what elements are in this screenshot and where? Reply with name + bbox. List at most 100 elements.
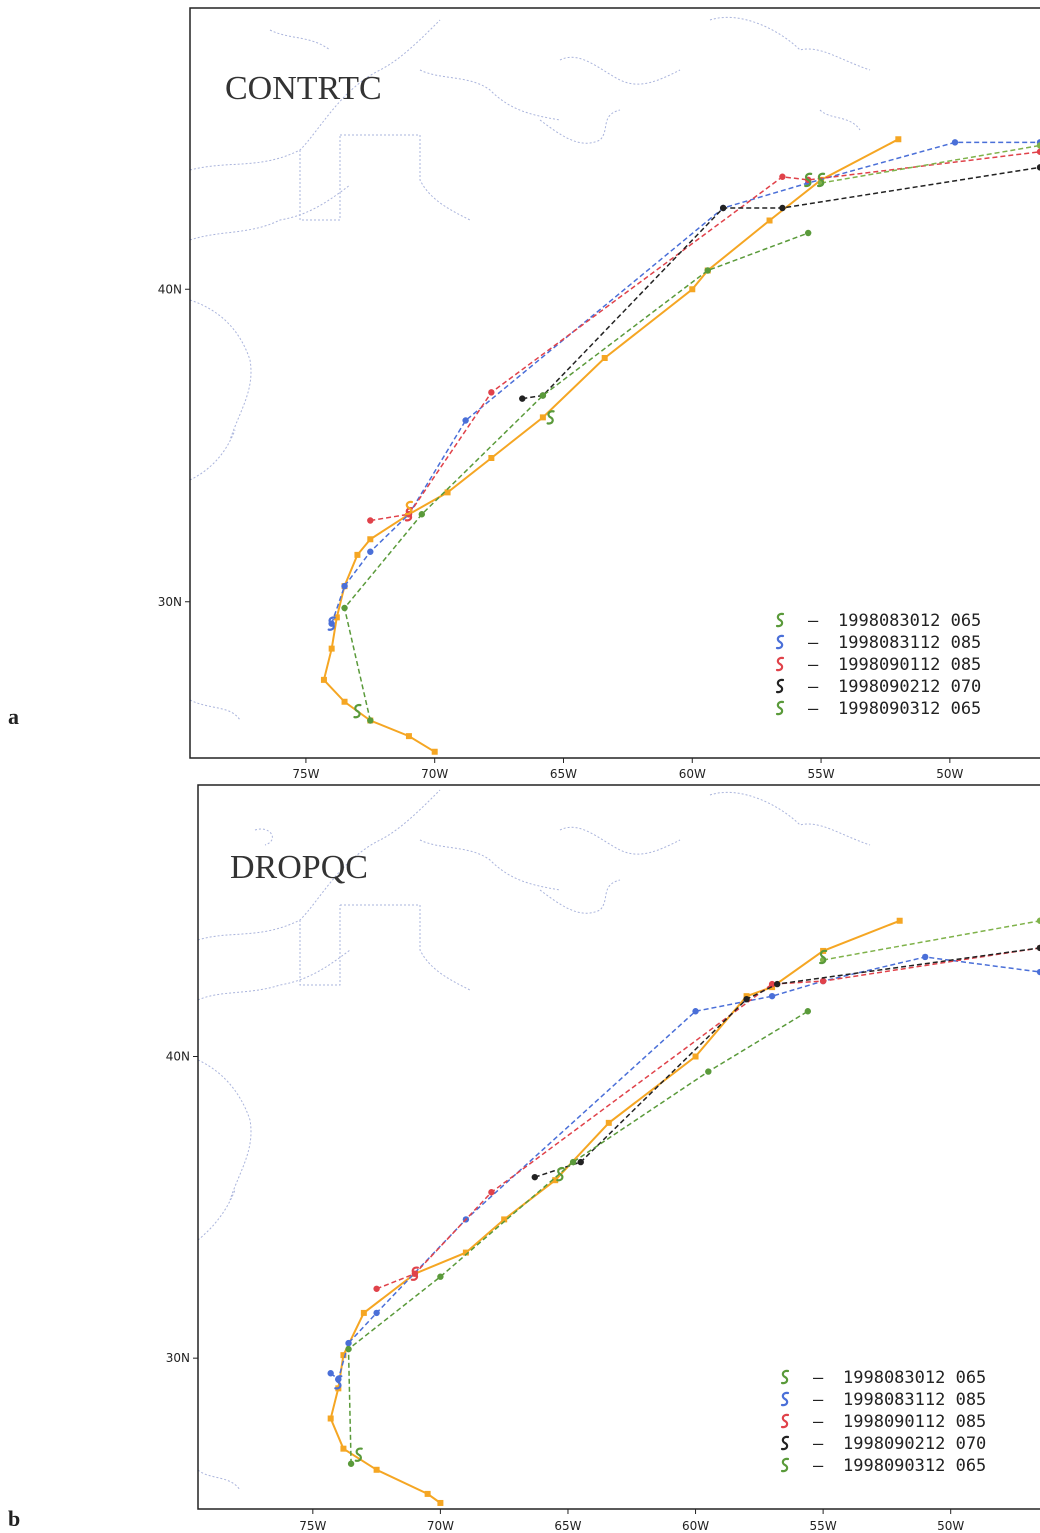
x-tick-label: 50W: [937, 1519, 964, 1533]
track-point-a-1-4: [462, 417, 469, 424]
y-axis-ticks-a: 40N 30N: [158, 282, 190, 609]
legend-a: –1998083012 065– 1998083112 085– 199809011…: [775, 611, 981, 719]
y-tick-label: 40N: [166, 1050, 190, 1064]
legend-storm-icon: [775, 700, 785, 716]
storm-symbol-icon: [546, 410, 555, 425]
track-point-b-4-5: [804, 1008, 812, 1015]
tracks-a: [320, 136, 1040, 755]
track-point-a-1-7: [951, 139, 959, 146]
track-point-b-4-4: [705, 1068, 712, 1075]
track-point-b-1-6: [768, 992, 776, 1000]
track-point-a-0-4: [320, 676, 327, 683]
track-point-a-0-8: [354, 551, 361, 558]
legend-storm-icon: [780, 1391, 790, 1407]
track-point-b-0-1: [424, 1490, 431, 1497]
track-point-b-1-0: [327, 1370, 334, 1377]
track-point-b-1-2: [345, 1339, 352, 1347]
track-line-a-0: [322, 138, 899, 753]
track-line-b-0: [329, 919, 901, 1504]
track-point-a-0-17: [766, 217, 773, 224]
legend-label: 1998090112 085: [843, 1412, 986, 1432]
y-tick-label: 40N: [158, 282, 182, 296]
track-point-a-1-2: [367, 548, 374, 555]
y-axis-ticks-b: 40N 30N: [166, 1050, 198, 1365]
x-tick-label: 55W: [810, 1519, 837, 1533]
panel-letter-b: b: [8, 1506, 20, 1531]
track-point-a-0-5: [328, 645, 335, 652]
legend-label: 1998083012 065: [838, 611, 981, 631]
track-point-a-0-12: [488, 455, 495, 461]
x-tick-label: 70W: [421, 767, 448, 781]
track-point-b-2-3: [768, 980, 776, 988]
y-tick-label: 30N: [158, 595, 182, 609]
legend-label: 1998083012 065: [843, 1368, 986, 1388]
track-point-a-0-13: [539, 414, 546, 421]
x-tick-label: 60W: [679, 767, 706, 781]
track-point-b-0-7: [360, 1309, 367, 1316]
legend-storm-icon: [780, 1369, 790, 1385]
track-line-a-2: [370, 151, 1040, 522]
legend-dash: –: [808, 699, 819, 719]
track-point-b-5-1: [1036, 917, 1040, 924]
track-line-a-4: [343, 232, 809, 721]
y-tick-label: 30N: [166, 1351, 190, 1365]
track-point-a-0-14: [601, 355, 608, 361]
x-tick-label: 70W: [427, 1519, 454, 1533]
legend-storm-icon: [780, 1435, 790, 1451]
track-point-b-0-13: [692, 1053, 699, 1060]
track-point-b-4-2: [437, 1273, 444, 1280]
track-point-a-0-3: [341, 698, 348, 705]
legend-label: 1998090312 065: [843, 1456, 986, 1476]
x-tick-label: 60W: [682, 1519, 709, 1533]
track-point-b-0-2: [373, 1466, 380, 1473]
x-tick-label: 75W: [299, 1519, 326, 1533]
legend-storm-icon: [775, 612, 785, 628]
track-point-b-0-11: [552, 1177, 559, 1184]
track-point-b-0-9: [462, 1249, 469, 1256]
legend-dash: –: [813, 1456, 824, 1476]
track-point-b-0-0: [437, 1499, 444, 1506]
legend-b: –1998083012 065– 1998083112 085– 199809011…: [780, 1368, 986, 1476]
track-line-b-5: [822, 920, 1040, 961]
track-point-b-1-8: [921, 953, 929, 961]
legend-dash: –: [808, 677, 819, 697]
track-point-b-2-0: [373, 1285, 380, 1292]
x-tick-label: 55W: [807, 767, 834, 781]
legend-dash: –: [808, 655, 819, 675]
legend-label: 1998090312 065: [838, 699, 981, 719]
x-axis-ticks-b: 75W 70W 65W 60W 55W 50W: [299, 1509, 964, 1533]
track-point-b-0-3: [340, 1445, 347, 1452]
track-point-a-0-11: [444, 489, 451, 496]
coastline-map-a: [190, 16, 871, 721]
track-point-a-4-5: [804, 229, 812, 237]
track-point-a-5-1: [1036, 142, 1040, 149]
track-point-a-0-1: [405, 733, 412, 740]
tracks-b: [327, 917, 1040, 1506]
track-point-a-2-3: [779, 173, 786, 180]
legend-storm-icon: [775, 656, 785, 672]
track-point-b-3-1: [577, 1158, 584, 1166]
track-point-b-4-1: [345, 1345, 352, 1353]
track-point-b-1-3: [373, 1309, 380, 1317]
track-point-a-0-15: [689, 286, 696, 293]
legend-storm-icon: [775, 634, 785, 650]
track-point-a-3-3: [779, 204, 786, 212]
track-point-b-3-2: [743, 995, 750, 1003]
x-tick-label: 50W: [936, 767, 963, 781]
track-line-a-1: [330, 141, 1040, 624]
legend-storm-icon: [780, 1413, 790, 1429]
x-tick-label: 65W: [550, 767, 577, 781]
track-point-a-3-2: [719, 204, 727, 212]
track-point-b-0-10: [501, 1216, 508, 1223]
track-point-a-1-1: [341, 582, 348, 590]
track-point-b-3-4: [1036, 944, 1040, 952]
track-point-a-2-2: [488, 389, 495, 396]
legend-dash: –: [813, 1412, 824, 1432]
map-frame-b: [197, 784, 1040, 1510]
track-point-a-4-3: [539, 392, 547, 399]
storm-symbols-b: [334, 949, 828, 1462]
track-point-a-0-9: [367, 536, 374, 543]
